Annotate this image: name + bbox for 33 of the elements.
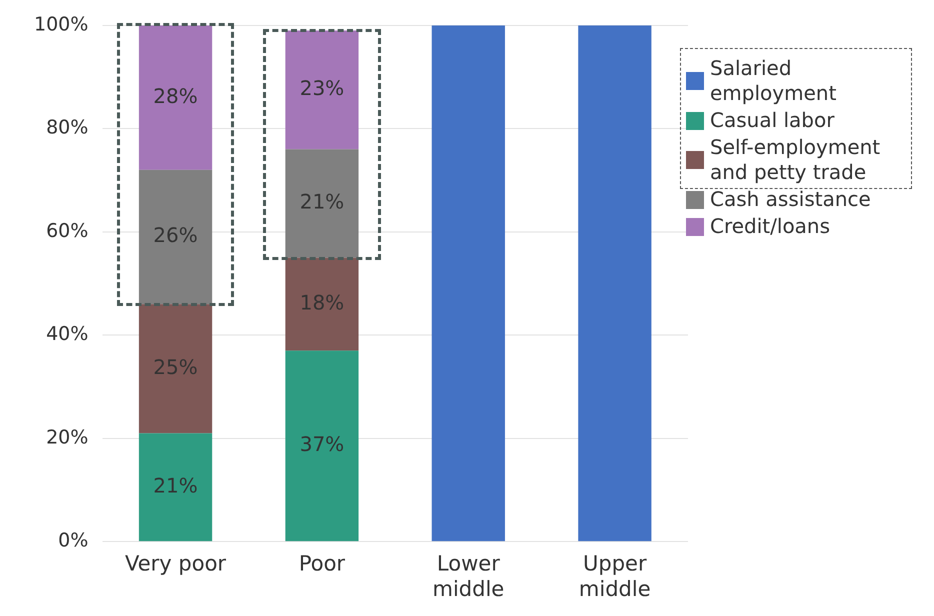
y-tick-label: 0% <box>58 530 88 552</box>
y-tick-label: 60% <box>46 220 88 242</box>
y-tick-label: 20% <box>46 426 88 448</box>
bar <box>285 149 359 258</box>
x-tick-label: Poor <box>298 552 346 576</box>
y-tick-label: 80% <box>46 116 88 139</box>
bar <box>432 25 505 542</box>
legend-label: Self-employment and petty trade <box>710 135 882 185</box>
bar <box>138 170 212 304</box>
bar <box>285 350 359 542</box>
bar <box>138 433 212 542</box>
legend-label: Casual labor <box>710 108 834 133</box>
data-label: 37% <box>300 432 344 456</box>
bar <box>578 25 652 542</box>
data-label: 28% <box>153 84 198 108</box>
x-tick-label: Very poor <box>125 552 226 576</box>
data-label: 21% <box>153 473 198 498</box>
data-label: 23% <box>300 76 344 100</box>
legend-label: Credit/loans <box>710 214 830 239</box>
bar <box>285 258 359 351</box>
bar <box>285 30 359 150</box>
data-label: 18% <box>300 290 344 314</box>
legend-label: Salaried employment <box>710 56 838 106</box>
bar <box>138 25 212 170</box>
data-label: 26% <box>153 223 198 248</box>
y-tick-label: 100% <box>34 13 88 36</box>
data-label: 21% <box>300 190 344 214</box>
x-tick-label: Lower middle <box>432 552 504 601</box>
legend-label: Cash assistance <box>710 187 871 212</box>
bar <box>138 304 212 434</box>
y-tick-label: 40% <box>46 323 88 346</box>
data-label: 25% <box>153 354 198 379</box>
x-tick-label: Upper middle <box>578 552 651 601</box>
